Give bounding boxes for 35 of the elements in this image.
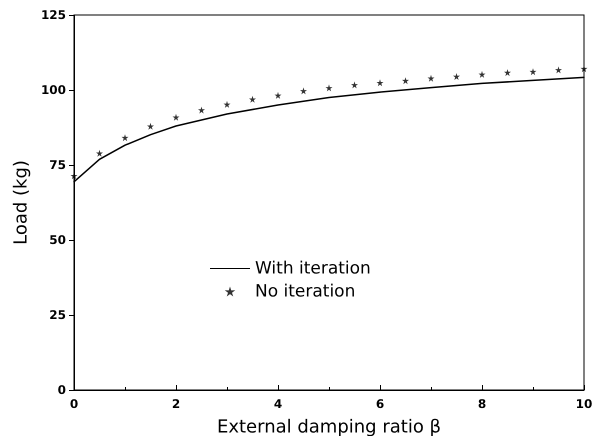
point [478, 70, 486, 78]
x-tick-label: 6 [376, 397, 384, 411]
point [198, 106, 205, 114]
x-tick-label: 2 [172, 397, 180, 411]
point [555, 66, 562, 74]
point [172, 114, 180, 121]
x-tick-label: 8 [478, 397, 486, 411]
point [351, 81, 358, 88]
point [530, 68, 536, 76]
point [122, 134, 128, 142]
y-tick-label: 100 [40, 83, 66, 97]
y-tick-label: 75 [49, 158, 66, 172]
legend-label: With iteration [255, 258, 371, 278]
y-tick-label: 50 [49, 233, 66, 247]
x-tick-label: 4 [274, 397, 282, 411]
y-tick-label: 125 [40, 8, 66, 22]
point [274, 92, 282, 99]
point [147, 122, 154, 130]
point [326, 84, 332, 92]
point [96, 150, 103, 157]
point [224, 100, 230, 108]
point [402, 77, 409, 84]
y-tick-label: 0 [58, 383, 66, 397]
x-axis-title: External damping ratio β [216, 416, 442, 436]
legend-label: No iteration [255, 282, 356, 302]
x-tick-label: 10 [576, 397, 592, 411]
y-axis-title: Load (kg) [10, 160, 32, 245]
x-tick-label: 0 [70, 397, 78, 411]
point [376, 79, 384, 86]
point [249, 96, 256, 103]
y-tick-label: 25 [49, 308, 66, 322]
point [300, 87, 307, 94]
point [453, 73, 460, 80]
point [428, 74, 434, 82]
point [504, 69, 511, 76]
